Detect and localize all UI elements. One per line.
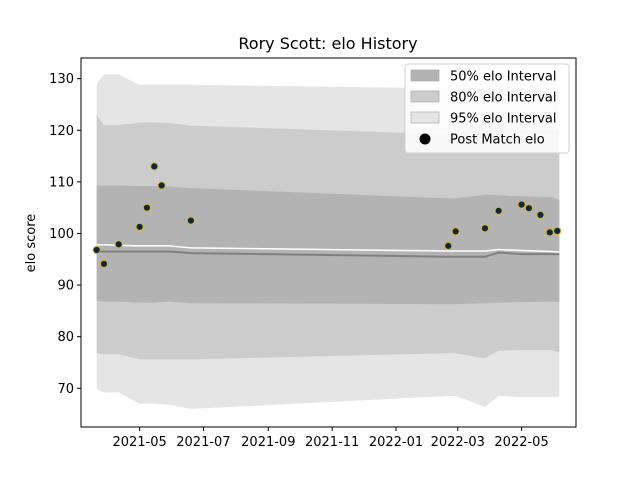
post-match-point <box>524 204 534 213</box>
y-tick-label: 120 <box>49 124 74 139</box>
legend-label: 95% elo Interval <box>450 112 557 127</box>
y-axis-label: elo score <box>24 214 39 273</box>
legend-label: 80% elo Interval <box>450 91 557 106</box>
y-tick-label: 110 <box>49 175 74 190</box>
post-match-point <box>444 241 453 250</box>
legend-box <box>404 63 570 154</box>
legend-swatch <box>410 69 440 82</box>
legend-swatch <box>410 111 440 124</box>
axes-frame <box>80 57 577 428</box>
y-tick-label: 100 <box>49 227 74 242</box>
y-tick-label: 90 <box>57 279 74 294</box>
post-match-point <box>99 259 109 268</box>
legend-label: Post Match elo <box>450 133 545 148</box>
legend-swatch <box>410 90 440 103</box>
band-50 <box>96 185 560 305</box>
post-match-point <box>451 227 460 236</box>
median-line <box>96 250 560 258</box>
x-tick-label: 2021-09 <box>241 435 295 450</box>
post-match-points <box>92 162 562 268</box>
post-match-point <box>157 181 166 190</box>
legend-marker <box>419 133 431 145</box>
post-match-point <box>553 226 562 235</box>
y-axis: 70 80 90 100 110 120 130 <box>49 72 81 397</box>
legend: 50% elo Interval 80% elo Interval 95% elo … <box>404 63 570 154</box>
post-match-point <box>545 228 554 237</box>
legend-label: 50% elo Interval <box>450 70 557 85</box>
y-tick-label: 130 <box>49 72 74 87</box>
post-match-point <box>186 216 195 225</box>
plot-area <box>92 74 562 409</box>
y-tick-label: 70 <box>57 382 74 397</box>
post-match-point <box>536 210 545 219</box>
x-tick-label: 2021-07 <box>176 435 230 450</box>
x-axis: 2021-05 2021-07 2021-09 2021-11 2022-01 2022-… <box>112 427 549 450</box>
post-match-point <box>114 240 123 249</box>
post-match-point <box>480 224 490 233</box>
post-match-point <box>494 206 503 215</box>
chart-title: Rory Scott: elo History <box>238 34 417 53</box>
x-tick-label: 2022-01 <box>369 435 423 450</box>
x-tick-label: 2022-05 <box>494 435 548 450</box>
x-tick-label: 2021-11 <box>305 435 359 450</box>
post-match-point <box>92 245 101 255</box>
post-match-point <box>150 162 159 171</box>
post-match-point <box>142 203 151 212</box>
post-match-point <box>135 222 144 231</box>
post-match-point <box>517 200 526 209</box>
x-tick-label: 2021-05 <box>112 435 166 450</box>
interval-bands <box>96 74 560 409</box>
y-tick-label: 80 <box>57 330 74 345</box>
x-tick-label: 2022-03 <box>431 435 485 450</box>
